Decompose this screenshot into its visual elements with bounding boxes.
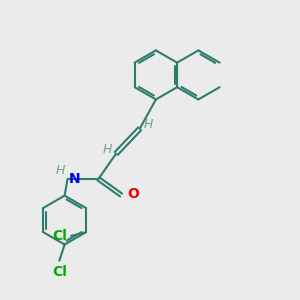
Text: H: H <box>103 143 112 157</box>
Text: H: H <box>56 164 65 177</box>
Text: N: N <box>69 172 80 186</box>
Text: H: H <box>143 118 153 131</box>
Text: Cl: Cl <box>52 229 68 243</box>
Text: Cl: Cl <box>52 265 67 279</box>
Text: O: O <box>128 187 140 201</box>
